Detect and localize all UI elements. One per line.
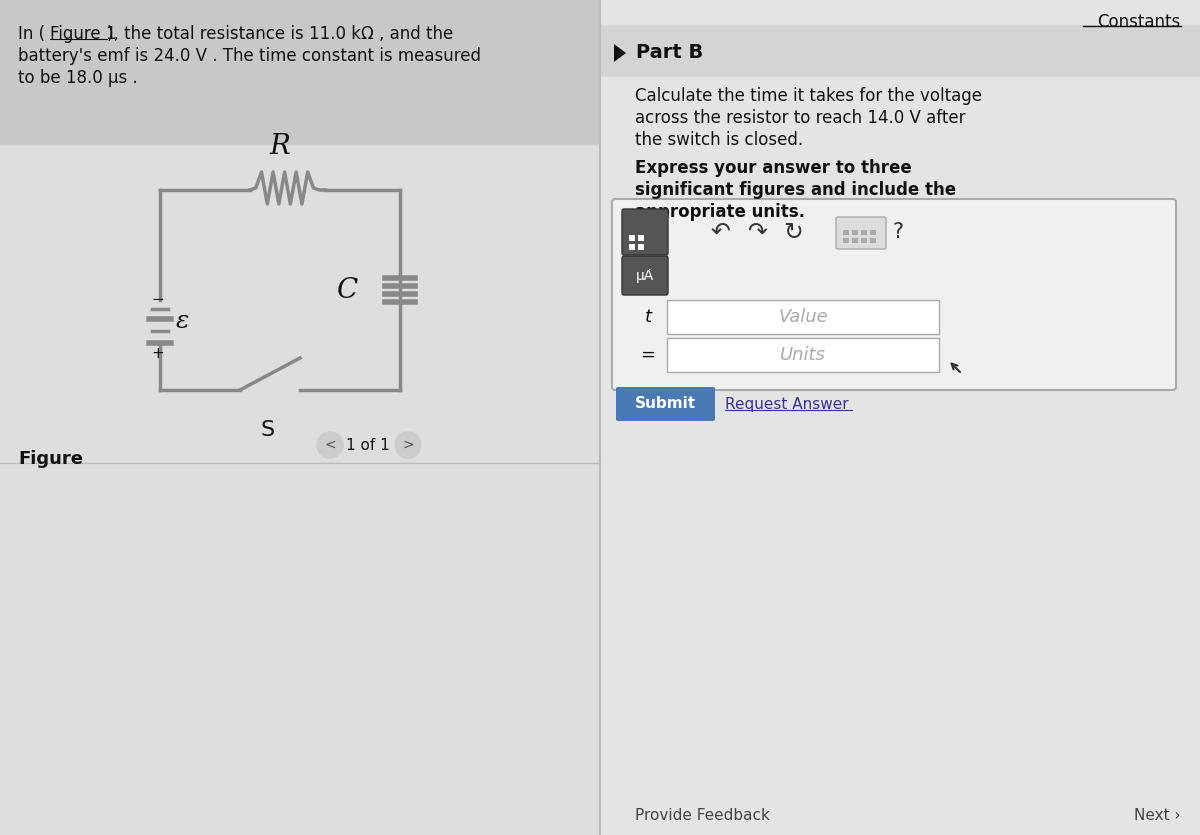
Text: to be 18.0 μs .: to be 18.0 μs . [18,69,138,87]
Text: appropriate units.: appropriate units. [635,203,805,221]
Text: Calculate the time it takes for the voltage: Calculate the time it takes for the volt… [635,87,982,105]
Text: Request Answer: Request Answer [725,397,848,412]
Text: Next ›: Next › [1134,808,1180,823]
FancyBboxPatch shape [0,0,600,145]
Text: battery's emf is 24.0 V . The time constant is measured: battery's emf is 24.0 V . The time const… [18,47,481,65]
FancyBboxPatch shape [667,338,940,372]
Text: Value: Value [778,308,828,326]
Text: Express your answer to three: Express your answer to three [635,159,912,177]
FancyBboxPatch shape [852,230,858,235]
Text: >: > [402,438,414,452]
FancyBboxPatch shape [836,217,886,249]
Text: across the resistor to reach 14.0 V after: across the resistor to reach 14.0 V afte… [635,109,966,127]
FancyBboxPatch shape [862,230,866,235]
FancyBboxPatch shape [852,238,858,243]
Text: Figure: Figure [18,450,83,468]
Text: Provide Feedback: Provide Feedback [635,808,770,823]
Text: ), the total resistance is 11.0 kΩ , and the: ), the total resistance is 11.0 kΩ , and… [107,25,454,43]
Text: μȦ: μȦ [636,269,654,283]
Text: S: S [260,420,275,440]
Text: =: = [641,346,655,364]
FancyBboxPatch shape [600,25,1200,77]
FancyBboxPatch shape [0,0,600,835]
FancyBboxPatch shape [629,244,635,250]
Text: R: R [270,133,290,160]
Text: +: + [151,346,164,361]
Text: Units: Units [780,346,826,364]
Text: Submit: Submit [635,397,696,412]
Text: ε: ε [176,310,190,332]
Text: In (: In ( [18,25,46,43]
Text: significant figures and include the: significant figures and include the [635,181,956,199]
Text: Constants: Constants [1097,13,1180,31]
Text: −: − [151,291,164,306]
Text: ?: ? [893,222,904,242]
FancyBboxPatch shape [616,387,715,421]
FancyBboxPatch shape [862,238,866,243]
FancyBboxPatch shape [870,230,876,235]
FancyBboxPatch shape [622,209,668,255]
Text: C: C [337,276,359,303]
Text: Part B: Part B [636,43,703,63]
FancyBboxPatch shape [667,300,940,334]
Polygon shape [614,44,626,62]
Text: t: t [644,308,652,326]
Text: ↻: ↻ [784,220,803,244]
Text: 1 of 1: 1 of 1 [346,438,390,453]
FancyBboxPatch shape [629,235,635,241]
Text: ↷: ↷ [748,220,767,244]
FancyBboxPatch shape [870,238,876,243]
FancyBboxPatch shape [842,238,850,243]
Text: the switch is closed.: the switch is closed. [635,131,803,149]
FancyBboxPatch shape [638,244,644,250]
FancyBboxPatch shape [622,256,668,295]
Text: Figure 1: Figure 1 [50,25,116,43]
Text: ↶: ↶ [710,220,730,244]
FancyBboxPatch shape [600,0,1200,835]
Circle shape [395,432,421,458]
Circle shape [317,432,343,458]
FancyBboxPatch shape [842,230,850,235]
FancyBboxPatch shape [612,199,1176,390]
FancyBboxPatch shape [638,235,644,241]
Text: <: < [324,438,336,452]
